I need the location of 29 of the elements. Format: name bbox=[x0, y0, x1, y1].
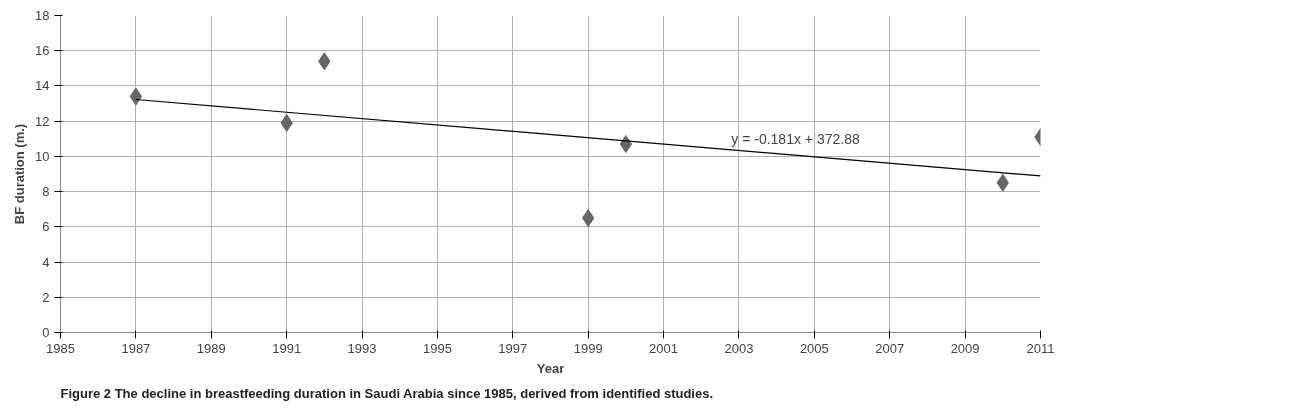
y-tick-label: 16 bbox=[35, 43, 50, 59]
y-tick-label: 0 bbox=[42, 325, 50, 340]
x-tick-label: 1995 bbox=[422, 340, 452, 356]
x-tick-label: 1989 bbox=[196, 340, 226, 356]
y-tick-label: 6 bbox=[42, 219, 50, 235]
x-tick-label: 2005 bbox=[799, 340, 829, 356]
y-tick-label: 4 bbox=[42, 254, 50, 270]
x-tick-label: 1985 bbox=[46, 340, 75, 356]
x-tick-label: 1999 bbox=[573, 340, 603, 356]
x-tick-label: 1993 bbox=[347, 340, 377, 356]
x-tick-label: 1997 bbox=[498, 340, 528, 356]
y-tick-label: 12 bbox=[35, 113, 50, 129]
y-tick-label: 8 bbox=[42, 184, 50, 200]
annotation: y = -0.181x + 372.88 bbox=[731, 131, 860, 148]
y-axis-title: BF duration (m.) bbox=[12, 123, 28, 225]
x-tick-label: 2011 bbox=[1026, 340, 1055, 356]
x-axis-title: Year bbox=[536, 360, 565, 376]
x-tick-label: 2001 bbox=[649, 340, 679, 356]
x-tick-label: 1987 bbox=[121, 340, 151, 356]
point bbox=[129, 87, 143, 106]
x-tick-label: 2003 bbox=[724, 340, 754, 356]
caption: Figure 2 The decline in breastfeeding duration in Saudi Arabia since 1985, derived from identified studies. bbox=[60, 385, 714, 401]
y-tick-label: 2 bbox=[42, 289, 50, 305]
y-tick-label: 18 bbox=[35, 8, 50, 23]
x-tick-label: 1991 bbox=[272, 340, 302, 356]
x-tick-label: 2007 bbox=[875, 340, 905, 356]
x-tick-label: 2009 bbox=[950, 340, 980, 356]
y-tick-label: 10 bbox=[35, 148, 50, 164]
y-tick-label: 14 bbox=[35, 78, 50, 94]
